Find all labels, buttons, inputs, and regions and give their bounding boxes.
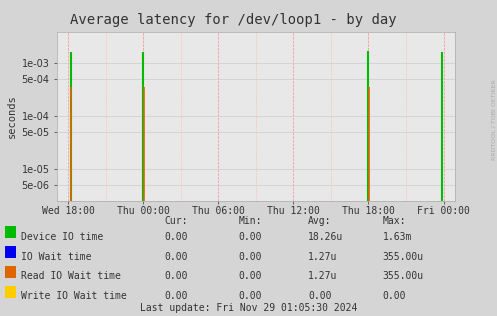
Y-axis label: seconds: seconds bbox=[7, 94, 17, 138]
Text: 0.00: 0.00 bbox=[164, 271, 187, 282]
Text: Min:: Min: bbox=[239, 216, 262, 227]
Text: 0.00: 0.00 bbox=[164, 232, 187, 242]
Text: 355.00u: 355.00u bbox=[383, 252, 424, 262]
Text: Cur:: Cur: bbox=[164, 216, 187, 227]
Text: 18.26u: 18.26u bbox=[308, 232, 343, 242]
Text: 0.00: 0.00 bbox=[239, 232, 262, 242]
Text: Avg:: Avg: bbox=[308, 216, 331, 227]
Text: 0.00: 0.00 bbox=[383, 291, 406, 301]
Text: Read IO Wait time: Read IO Wait time bbox=[21, 271, 121, 282]
Text: 0.00: 0.00 bbox=[308, 291, 331, 301]
Text: 0.00: 0.00 bbox=[164, 291, 187, 301]
Text: Device IO time: Device IO time bbox=[21, 232, 103, 242]
Text: Average latency for /dev/loop1 - by day: Average latency for /dev/loop1 - by day bbox=[70, 13, 397, 27]
Text: 1.27u: 1.27u bbox=[308, 271, 337, 282]
Text: 0.00: 0.00 bbox=[239, 252, 262, 262]
Text: 0.00: 0.00 bbox=[164, 252, 187, 262]
Text: RRDTOOL / TOBI OETIKER: RRDTOOL / TOBI OETIKER bbox=[491, 80, 496, 161]
Text: Max:: Max: bbox=[383, 216, 406, 227]
Text: 0.00: 0.00 bbox=[239, 271, 262, 282]
Text: 1.63m: 1.63m bbox=[383, 232, 412, 242]
Text: Write IO Wait time: Write IO Wait time bbox=[21, 291, 127, 301]
Text: 0.00: 0.00 bbox=[239, 291, 262, 301]
Text: Last update: Fri Nov 29 01:05:30 2024: Last update: Fri Nov 29 01:05:30 2024 bbox=[140, 303, 357, 313]
Text: 1.27u: 1.27u bbox=[308, 252, 337, 262]
Text: IO Wait time: IO Wait time bbox=[21, 252, 91, 262]
Text: 355.00u: 355.00u bbox=[383, 271, 424, 282]
